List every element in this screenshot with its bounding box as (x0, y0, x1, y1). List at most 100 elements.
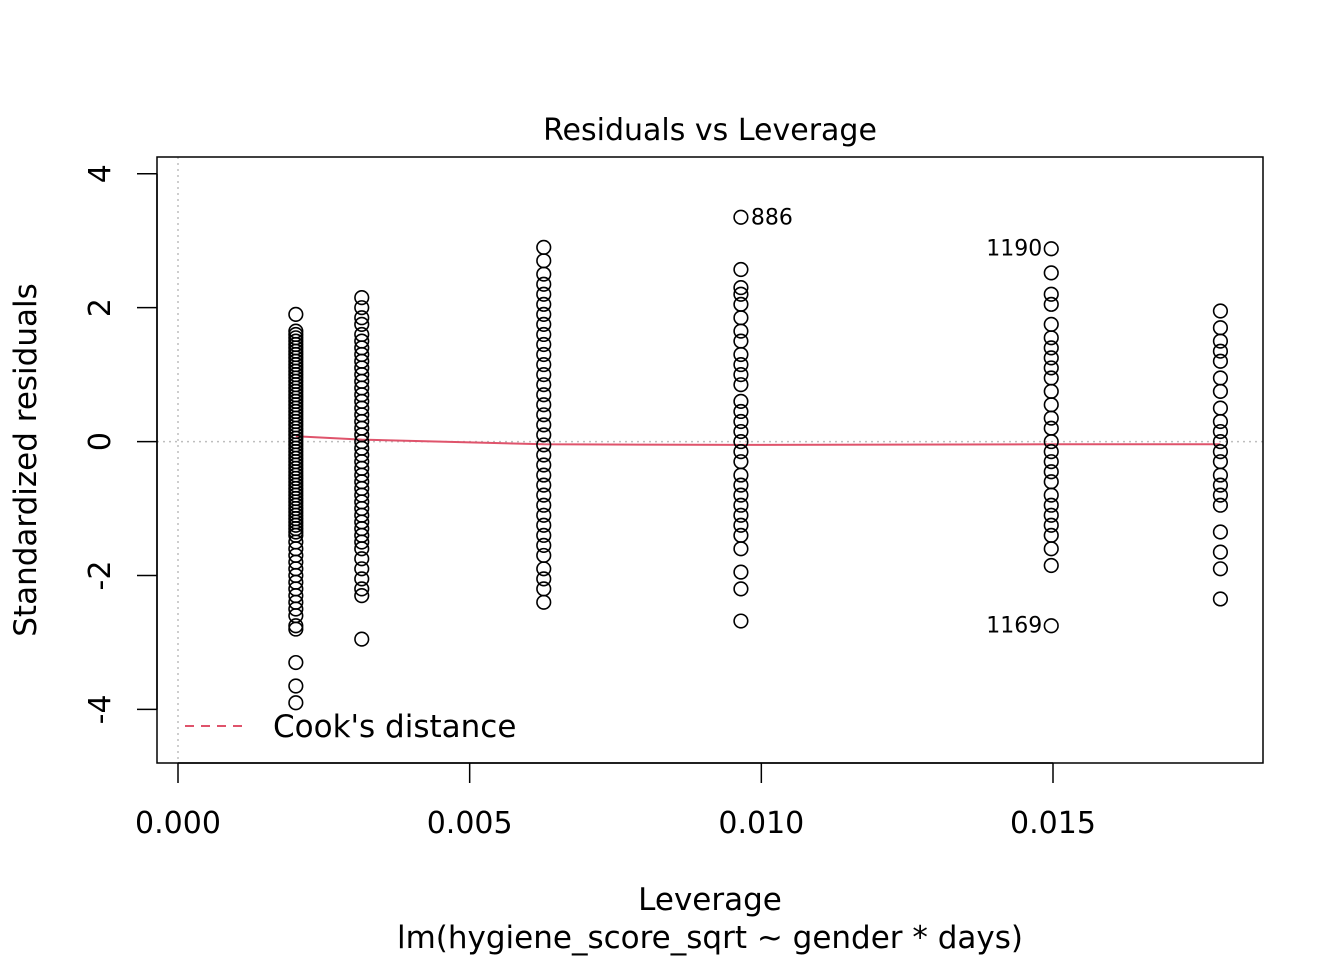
x-tick-label-0.005: 0.005 (427, 806, 513, 841)
data-point-g3-3 (733, 286, 749, 302)
data-point-g4-9 (1043, 370, 1059, 386)
data-point-g3-10 (733, 367, 749, 383)
x-tick-label-0.000: 0.000 (135, 806, 221, 841)
data-point-g1-2 (354, 310, 370, 326)
data-point-g2-15 (536, 397, 552, 413)
data-point-g4-11 (1043, 397, 1059, 413)
data-point-g1-38 (354, 561, 370, 577)
x-tick-label-0.010: 0.010 (718, 806, 804, 841)
data-point-g3-23 (733, 507, 749, 523)
data-point-g4-6 (1043, 340, 1059, 356)
point-label-1169: 1169 (986, 614, 1042, 639)
legend-cooks-distance-label: Cook's distance (273, 709, 516, 745)
data-point-g2-27 (536, 517, 552, 533)
data-point-g1-0 (354, 290, 370, 306)
data-point-g2-21 (536, 457, 552, 473)
data-point-g2-25 (536, 497, 552, 513)
data-point-g4-1 (1043, 265, 1059, 281)
data-point-g5-8 (1212, 413, 1229, 430)
data-point-g5-2 (1212, 333, 1229, 349)
data-point-g2-12 (536, 367, 552, 383)
data-point-g2-3 (536, 276, 552, 292)
data-point-g5-6 (1212, 383, 1229, 399)
data-point-g1-42 (354, 631, 370, 647)
data-point-g5-4 (1212, 353, 1229, 369)
data-point-g4-4 (1043, 316, 1059, 333)
data-point-g4-25 (1043, 557, 1059, 574)
data-point-g2-0 (536, 239, 552, 255)
data-point-g3-7 (733, 333, 749, 349)
data-point-g0-79 (288, 695, 304, 711)
chart-subtitle: lm(hygiene_score_sqrt ~ gender * days) (397, 920, 1023, 956)
data-point-g3-18 (733, 454, 749, 470)
data-point-g5-1 (1212, 320, 1229, 336)
data-point-g4-0 (1043, 241, 1059, 257)
data-point-g3-25 (733, 527, 749, 543)
data-point-g4-3 (1043, 296, 1059, 312)
data-point-g1-37 (354, 551, 370, 567)
data-point-g1-39 (354, 571, 370, 587)
data-point-g5-3 (1212, 343, 1229, 359)
data-point-g2-26 (536, 507, 552, 523)
data-point-g3-19 (733, 467, 749, 483)
data-point-g4-17 (1043, 464, 1059, 480)
data-point-g4-7 (1043, 350, 1059, 366)
data-point-g4-19 (1043, 487, 1059, 503)
data-point-g5-19 (1212, 561, 1229, 577)
data-point-g2-28 (536, 527, 552, 543)
plot-box (156, 156, 1264, 764)
data-point-g5-12 (1212, 454, 1229, 470)
data-point-g1-35 (354, 534, 370, 550)
x-axis-label: Leverage (638, 882, 782, 918)
data-point-g5-18 (1212, 544, 1229, 560)
data-point-g3-1 (733, 261, 749, 278)
data-point-g5-14 (1212, 477, 1229, 493)
data-point-g3-8 (733, 346, 749, 363)
data-point-g0-0 (288, 306, 304, 322)
data-point-g4-12 (1043, 410, 1059, 426)
point-label-1190: 1190 (986, 237, 1042, 262)
data-point-g4-22 (1043, 517, 1059, 533)
data-point-g2-10 (536, 346, 552, 363)
data-point-g3-24 (733, 517, 749, 533)
data-point-g2-2 (536, 266, 552, 282)
data-point-g3-11 (733, 377, 749, 393)
data-point-g2-24 (536, 487, 552, 503)
point-labels: 886 1190 1169 (751, 205, 1042, 638)
data-point-g3-22 (733, 497, 749, 513)
data-point-g5-13 (1212, 467, 1229, 483)
data-point-g0-77 (288, 654, 304, 671)
data-point-g2-14 (536, 387, 552, 403)
data-point-g1-41 (354, 587, 370, 604)
y-tick-label-0: 0 (83, 432, 118, 451)
data-point-g3-9 (733, 356, 749, 373)
data-point-g1-40 (354, 581, 370, 597)
data-point-g3-2 (733, 279, 749, 296)
data-point-g5-20 (1212, 591, 1229, 607)
data-point-g0-73 (288, 601, 304, 617)
data-point-g3-28 (733, 581, 749, 597)
data-point-g0-78 (288, 678, 304, 694)
data-point-g2-30 (536, 547, 552, 564)
data-point-g2-33 (536, 581, 552, 597)
data-point-g2-16 (536, 407, 552, 423)
data-point-g4-13 (1043, 420, 1059, 436)
data-point-g4-14 (1043, 433, 1059, 450)
data-point-g2-5 (536, 296, 552, 312)
data-point-g2-29 (536, 537, 552, 553)
data-point-g5-16 (1212, 497, 1229, 513)
data-point-g5-7 (1212, 400, 1229, 416)
data-point-g2-8 (536, 326, 552, 343)
data-point-g4-15 (1043, 444, 1059, 460)
smooth-line-layer (295, 435, 1221, 446)
data-point-g4-23 (1043, 527, 1059, 543)
data-point-g2-19 (536, 437, 552, 453)
data-point-g2-23 (536, 477, 552, 493)
data-point-g3-17 (733, 444, 749, 460)
data-point-g2-7 (536, 316, 552, 333)
data-point-g3-21 (733, 487, 749, 503)
y-axis: -4 -2 0 2 4 (83, 164, 158, 724)
data-point-g3-14 (733, 413, 749, 430)
data-point-g3-15 (733, 423, 749, 440)
